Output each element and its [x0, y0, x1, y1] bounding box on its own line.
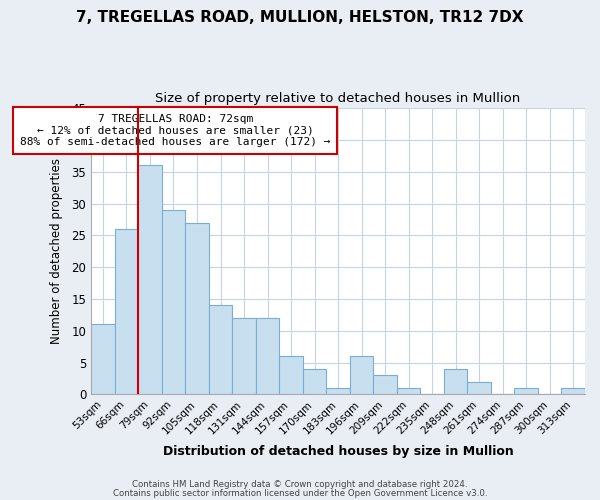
- Bar: [185, 222, 209, 394]
- Bar: [232, 318, 256, 394]
- Bar: [444, 369, 467, 394]
- Bar: [280, 356, 303, 395]
- Bar: [514, 388, 538, 394]
- Bar: [138, 166, 162, 394]
- Bar: [467, 382, 491, 394]
- Title: Size of property relative to detached houses in Mullion: Size of property relative to detached ho…: [155, 92, 521, 106]
- Bar: [373, 376, 397, 394]
- Bar: [562, 388, 585, 394]
- Text: Contains public sector information licensed under the Open Government Licence v3: Contains public sector information licen…: [113, 489, 487, 498]
- Bar: [256, 318, 280, 394]
- Bar: [209, 306, 232, 394]
- Text: 7, TREGELLAS ROAD, MULLION, HELSTON, TR12 7DX: 7, TREGELLAS ROAD, MULLION, HELSTON, TR1…: [76, 10, 524, 25]
- Bar: [91, 324, 115, 394]
- Bar: [350, 356, 373, 395]
- Text: 7 TREGELLAS ROAD: 72sqm
← 12% of detached houses are smaller (23)
88% of semi-de: 7 TREGELLAS ROAD: 72sqm ← 12% of detache…: [20, 114, 331, 147]
- Bar: [326, 388, 350, 394]
- Bar: [397, 388, 421, 394]
- Bar: [162, 210, 185, 394]
- Text: Contains HM Land Registry data © Crown copyright and database right 2024.: Contains HM Land Registry data © Crown c…: [132, 480, 468, 489]
- Y-axis label: Number of detached properties: Number of detached properties: [50, 158, 63, 344]
- Bar: [303, 369, 326, 394]
- Bar: [115, 229, 138, 394]
- X-axis label: Distribution of detached houses by size in Mullion: Distribution of detached houses by size …: [163, 444, 514, 458]
